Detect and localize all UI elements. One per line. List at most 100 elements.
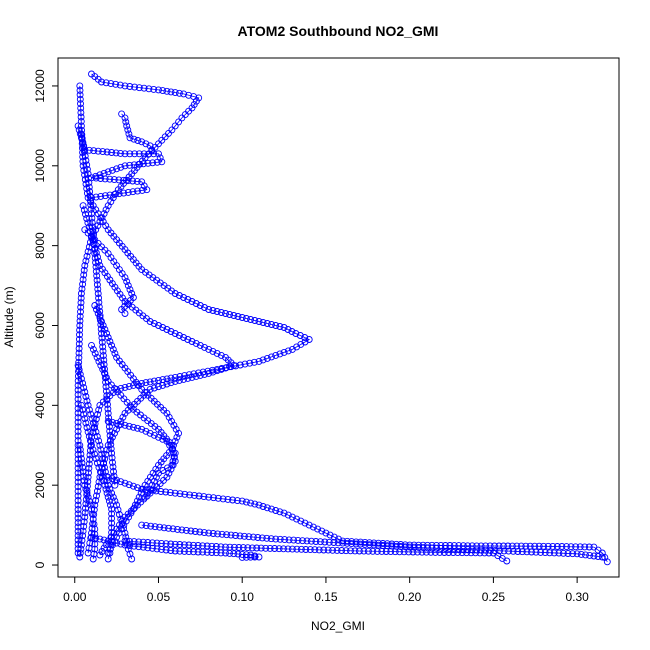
data-point bbox=[79, 468, 87, 476]
data-point bbox=[81, 415, 89, 423]
data-point bbox=[88, 194, 95, 202]
data-point bbox=[382, 548, 390, 555]
data-point bbox=[104, 417, 112, 425]
data-point bbox=[503, 557, 511, 565]
data-point bbox=[77, 303, 85, 311]
data-point bbox=[117, 149, 124, 157]
data-point bbox=[125, 382, 133, 390]
data-point bbox=[316, 538, 324, 546]
data-point bbox=[217, 549, 225, 557]
data-point bbox=[247, 499, 255, 507]
data-point bbox=[405, 548, 413, 556]
data-point bbox=[467, 549, 475, 557]
data-point bbox=[485, 549, 493, 557]
profile-line bbox=[81, 133, 116, 486]
data-point bbox=[122, 118, 130, 126]
data-point bbox=[93, 276, 101, 284]
data-point bbox=[80, 472, 88, 480]
data-point bbox=[255, 318, 263, 325]
data-point bbox=[509, 547, 517, 555]
data-point bbox=[406, 543, 414, 551]
data-point bbox=[76, 441, 84, 449]
data-point bbox=[196, 371, 204, 379]
data-point bbox=[88, 415, 96, 423]
data-point bbox=[90, 147, 98, 155]
data-point bbox=[91, 530, 99, 538]
data-point bbox=[180, 541, 188, 549]
profile-line bbox=[91, 536, 260, 558]
data-point bbox=[99, 477, 107, 485]
data-point bbox=[84, 428, 92, 436]
data-point bbox=[129, 505, 137, 513]
data-point bbox=[77, 134, 85, 142]
data-point bbox=[188, 298, 196, 305]
data-point bbox=[218, 530, 226, 538]
data-point bbox=[78, 285, 86, 293]
data-point bbox=[361, 540, 369, 548]
data-point bbox=[418, 548, 426, 556]
data-point bbox=[208, 549, 216, 556]
series-layer bbox=[74, 70, 611, 566]
data-point bbox=[472, 549, 479, 557]
data-point bbox=[339, 539, 347, 547]
data-point bbox=[139, 538, 147, 546]
data-point bbox=[170, 421, 178, 429]
data-point bbox=[239, 544, 247, 552]
data-point bbox=[92, 455, 100, 463]
data-point bbox=[122, 533, 130, 541]
data-point bbox=[76, 95, 84, 103]
data-point bbox=[263, 504, 271, 512]
data-point bbox=[75, 340, 83, 348]
data-point bbox=[121, 274, 129, 282]
data-point bbox=[104, 400, 111, 408]
data-point bbox=[77, 299, 85, 307]
data-point bbox=[108, 454, 116, 462]
data-point bbox=[153, 158, 161, 166]
data-point bbox=[176, 490, 184, 498]
data-point bbox=[89, 555, 97, 563]
data-point bbox=[306, 546, 314, 554]
data-point bbox=[333, 546, 341, 554]
data-point bbox=[145, 85, 153, 93]
data-point bbox=[149, 159, 157, 167]
data-point bbox=[251, 553, 259, 561]
data-point bbox=[238, 553, 246, 561]
data-point bbox=[224, 495, 232, 503]
data-point bbox=[124, 177, 132, 185]
data-point bbox=[79, 463, 87, 471]
data-point bbox=[194, 548, 202, 556]
data-point bbox=[155, 150, 162, 158]
data-point bbox=[101, 369, 109, 377]
data-point bbox=[108, 505, 116, 513]
data-point bbox=[92, 497, 100, 504]
data-point bbox=[130, 135, 138, 143]
data-point bbox=[175, 429, 183, 437]
data-point bbox=[324, 546, 332, 554]
data-point bbox=[96, 535, 104, 543]
data-point bbox=[99, 343, 107, 351]
data-point bbox=[135, 543, 143, 551]
data-point bbox=[76, 446, 84, 454]
y-axis: 0 2000 4000 6000 8000 10000 12000 bbox=[33, 69, 59, 568]
data-point bbox=[79, 532, 87, 540]
data-point bbox=[290, 536, 298, 544]
data-point bbox=[419, 544, 427, 552]
data-point bbox=[146, 142, 154, 150]
data-point bbox=[171, 489, 179, 497]
data-point bbox=[99, 347, 107, 355]
data-point bbox=[74, 427, 82, 435]
data-point bbox=[77, 290, 85, 297]
data-point bbox=[93, 353, 101, 361]
data-point bbox=[301, 334, 309, 341]
data-point bbox=[209, 368, 217, 376]
data-point bbox=[288, 328, 296, 335]
data-point bbox=[190, 541, 197, 549]
data-point bbox=[120, 524, 128, 532]
data-point bbox=[103, 489, 111, 497]
data-point bbox=[80, 271, 88, 279]
data-point bbox=[357, 540, 364, 548]
data-point bbox=[187, 527, 195, 535]
data-point bbox=[81, 481, 89, 489]
data-point bbox=[75, 366, 83, 374]
data-point bbox=[209, 307, 217, 314]
